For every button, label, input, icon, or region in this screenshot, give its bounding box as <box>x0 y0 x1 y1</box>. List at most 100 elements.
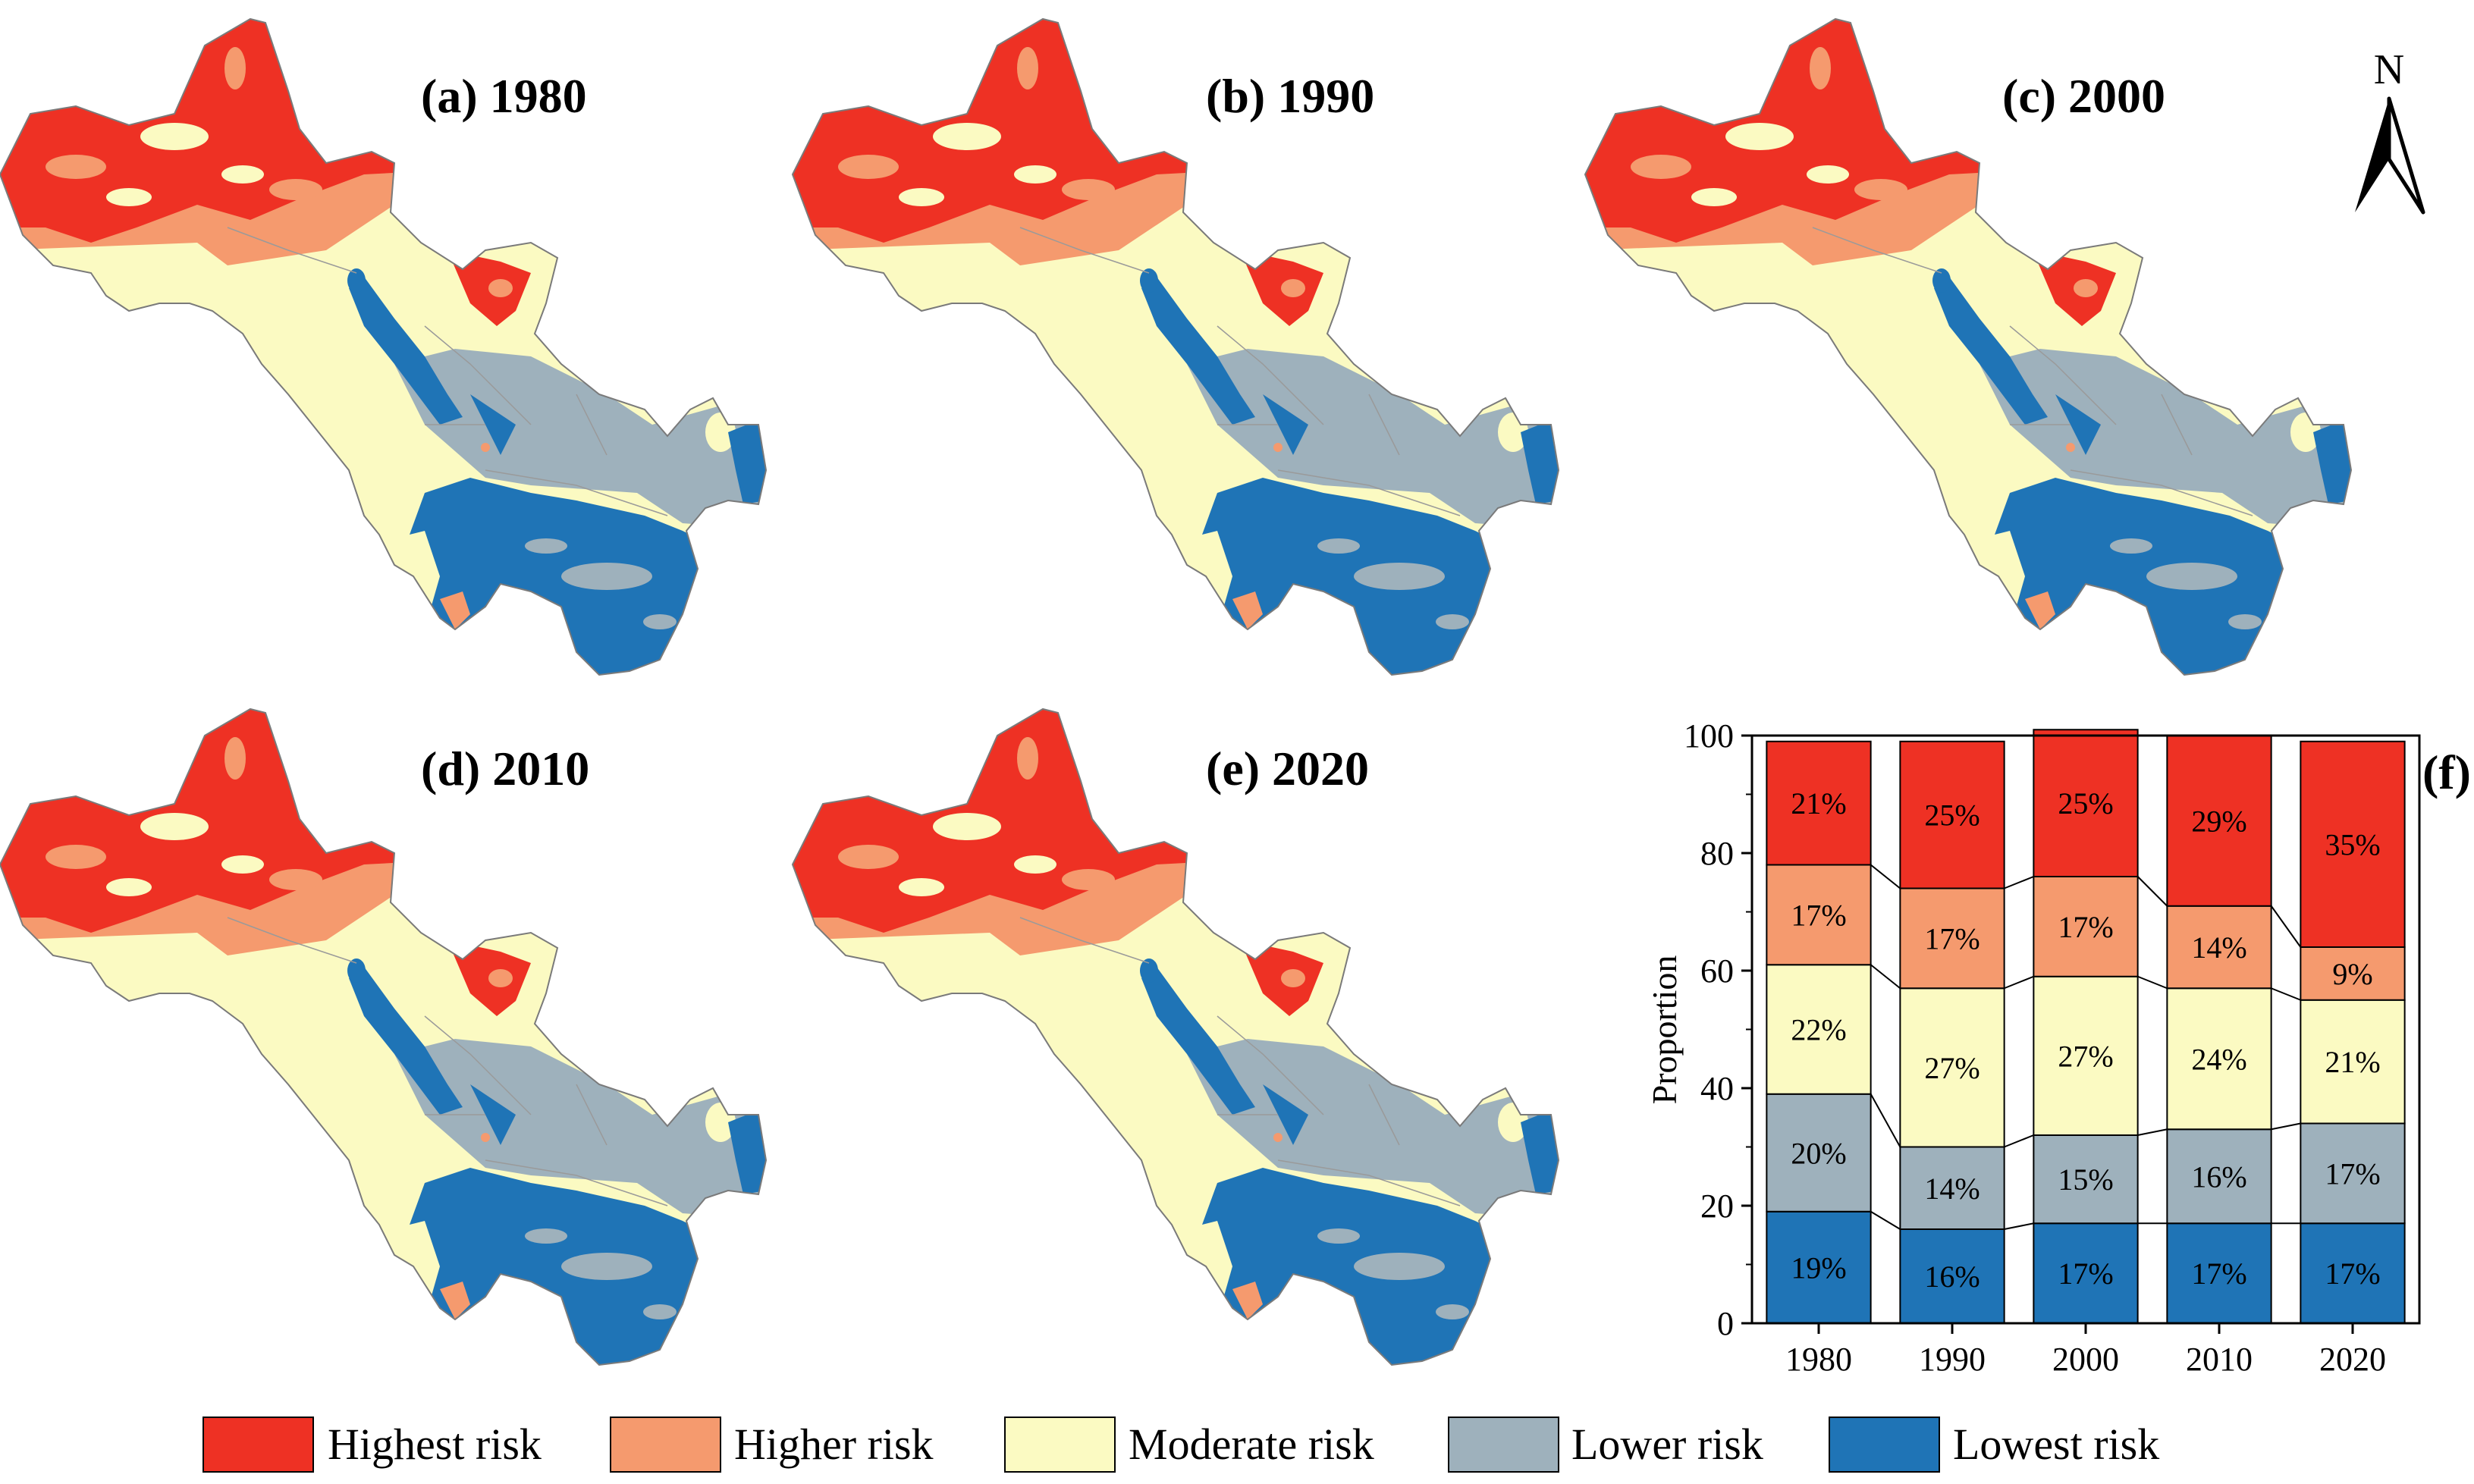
panel-title-2010: (d) 2010 <box>421 742 589 795</box>
data-label-higher-risk-1980: 17% <box>1791 898 1846 932</box>
data-label-moderate-risk-2000: 27% <box>2058 1039 2113 1073</box>
y-tick-label: 60 <box>1700 952 1734 990</box>
bar-highest-risk-2020 <box>2300 740 2406 948</box>
bar-lowest-risk-1990 <box>1899 1228 2005 1324</box>
data-label-highest-risk-2020: 35% <box>2325 827 2380 861</box>
connector-line <box>1870 964 1901 990</box>
x-tick-label-2000: 2000 <box>2052 1341 2119 1378</box>
connector-line <box>2136 876 2168 907</box>
data-label-lower-risk-1990: 14% <box>1924 1172 1980 1206</box>
north-label: N <box>2374 46 2404 93</box>
x-tick-label-2010: 2010 <box>2186 1341 2253 1378</box>
chart-panel-label: (f) <box>2422 745 2471 799</box>
y-tick-label: 40 <box>1700 1070 1734 1107</box>
bar-lowest-risk-1980 <box>1766 1210 1872 1324</box>
bar-highest-risk-1990 <box>1899 740 2005 889</box>
panel-title-2000: (c) 2000 <box>2002 69 2165 123</box>
connector-line <box>2004 1222 2034 1230</box>
bar-lower-risk-2000 <box>2033 1134 2139 1225</box>
data-label-moderate-risk-1980: 22% <box>1791 1013 1846 1047</box>
data-label-moderate-risk-2010: 24% <box>2191 1042 2246 1076</box>
bar-higher-risk-1990 <box>1899 887 2005 990</box>
north-arrow-left-icon <box>2355 99 2389 212</box>
connector-line <box>2271 1122 2301 1131</box>
data-label-highest-risk-2000: 25% <box>2058 786 2113 820</box>
data-label-highest-risk-1990: 25% <box>1924 798 1980 833</box>
bar-highest-risk-2000 <box>2033 729 2139 877</box>
connector-line <box>1870 1210 1901 1230</box>
data-label-lower-risk-2010: 16% <box>2191 1159 2246 1194</box>
bar-lowest-risk-2000 <box>2033 1222 2139 1324</box>
legend-label-highest-risk: Highest risk <box>328 1420 542 1469</box>
y-tick-label: 100 <box>1684 717 1734 755</box>
x-tick-label-2020: 2020 <box>2319 1341 2386 1378</box>
bar-moderate-risk-1990 <box>1899 987 2005 1148</box>
connector-line <box>1870 1093 1901 1147</box>
data-label-lowest-risk-1990: 16% <box>1924 1260 1980 1294</box>
connector-line <box>2004 1134 2034 1148</box>
map-panel-2000: (c) 2000 <box>1578 0 2374 682</box>
data-label-higher-risk-2000: 17% <box>2058 910 2113 944</box>
data-label-lower-risk-2000: 15% <box>2058 1162 2113 1197</box>
panel-title-2020: (e) 2020 <box>1206 742 1369 795</box>
map-panel-1980: (a) 1980 <box>0 0 789 682</box>
connector-line <box>2004 876 2034 889</box>
chart-connectors <box>1870 864 2302 1230</box>
bar-higher-risk-2020 <box>2300 946 2406 1001</box>
map-2000 <box>1578 0 2374 682</box>
bar-higher-risk-2010 <box>2166 905 2272 990</box>
legend-swatch-lowest-risk <box>1829 1417 1940 1473</box>
chart-bars <box>1766 729 2406 1324</box>
bar-lower-risk-1990 <box>1899 1146 2005 1230</box>
x-tick-label-1990: 1990 <box>1919 1341 1986 1378</box>
north-arrow-right-icon <box>2387 96 2425 215</box>
legend-item-lower-risk: Lower risk <box>1448 1417 1763 1473</box>
chart-segment-labels: 19% 20% 22% 17% 21% 16% 14% 27% 17% 25% 17% 15% 27% 1… <box>1791 786 2380 1294</box>
data-label-highest-risk-1980: 21% <box>1791 786 1846 820</box>
data-label-moderate-risk-2020: 21% <box>2325 1045 2380 1079</box>
legend: Highest risk Higher risk Moderate risk L… <box>203 1417 2159 1473</box>
legend-item-moderate-risk: Moderate risk <box>1004 1417 1374 1473</box>
x-axis: 1980 1990 2000 2010 2020 <box>1785 1323 2386 1378</box>
map-2010 <box>0 690 789 1373</box>
connector-line <box>2004 975 2034 990</box>
panel-title-1990: (b) 1990 <box>1206 69 1374 123</box>
connector-line <box>2271 987 2301 1001</box>
data-label-lowest-risk-2010: 17% <box>2191 1257 2246 1291</box>
y-axis-title: Proportion <box>1645 955 1684 1105</box>
connector-line <box>2270 905 2302 948</box>
bar-moderate-risk-2010 <box>2166 987 2272 1131</box>
data-label-moderate-risk-1990: 27% <box>1924 1051 1980 1085</box>
legend-label-lowest-risk: Lowest risk <box>1953 1420 2159 1469</box>
legend-item-highest-risk: Highest risk <box>203 1417 542 1473</box>
data-label-lowest-risk-2020: 17% <box>2325 1257 2380 1291</box>
y-tick-label: 80 <box>1700 835 1734 872</box>
panel-title-1980: (a) 1980 <box>421 69 587 123</box>
data-label-higher-risk-1990: 17% <box>1924 921 1980 955</box>
connector-line <box>2137 975 2168 990</box>
y-axis: 0 20 40 60 80 100 <box>1684 717 1752 1342</box>
x-tick-label-1980: 1980 <box>1785 1341 1852 1378</box>
legend-swatch-highest-risk <box>203 1417 314 1473</box>
map-panel-1990: (b) 1990 <box>785 0 1581 682</box>
y-tick-label: 0 <box>1717 1305 1734 1342</box>
bar-lower-risk-2010 <box>2166 1128 2272 1225</box>
map-1990 <box>785 0 1581 682</box>
data-label-lower-risk-2020: 17% <box>2325 1156 2380 1191</box>
legend-item-higher-risk: Higher risk <box>610 1417 934 1473</box>
legend-label-moderate-risk: Moderate risk <box>1129 1420 1374 1469</box>
bar-highest-risk-1980 <box>1766 740 1872 866</box>
legend-swatch-higher-risk <box>610 1417 721 1473</box>
data-label-higher-risk-2020: 9% <box>2332 957 2372 991</box>
bar-lowest-risk-2010 <box>2166 1222 2272 1324</box>
bar-highest-risk-2010 <box>2166 735 2272 907</box>
legend-label-higher-risk: Higher risk <box>734 1420 934 1469</box>
data-label-highest-risk-2010: 29% <box>2191 804 2246 838</box>
connector-line <box>2137 1128 2168 1136</box>
legend-item-lowest-risk: Lowest risk <box>1829 1417 2159 1473</box>
bar-moderate-risk-2020 <box>2300 999 2406 1125</box>
legend-label-lower-risk: Lower risk <box>1571 1420 1763 1469</box>
bar-lowest-risk-2020 <box>2300 1222 2406 1324</box>
data-label-lower-risk-1980: 20% <box>1791 1136 1846 1170</box>
